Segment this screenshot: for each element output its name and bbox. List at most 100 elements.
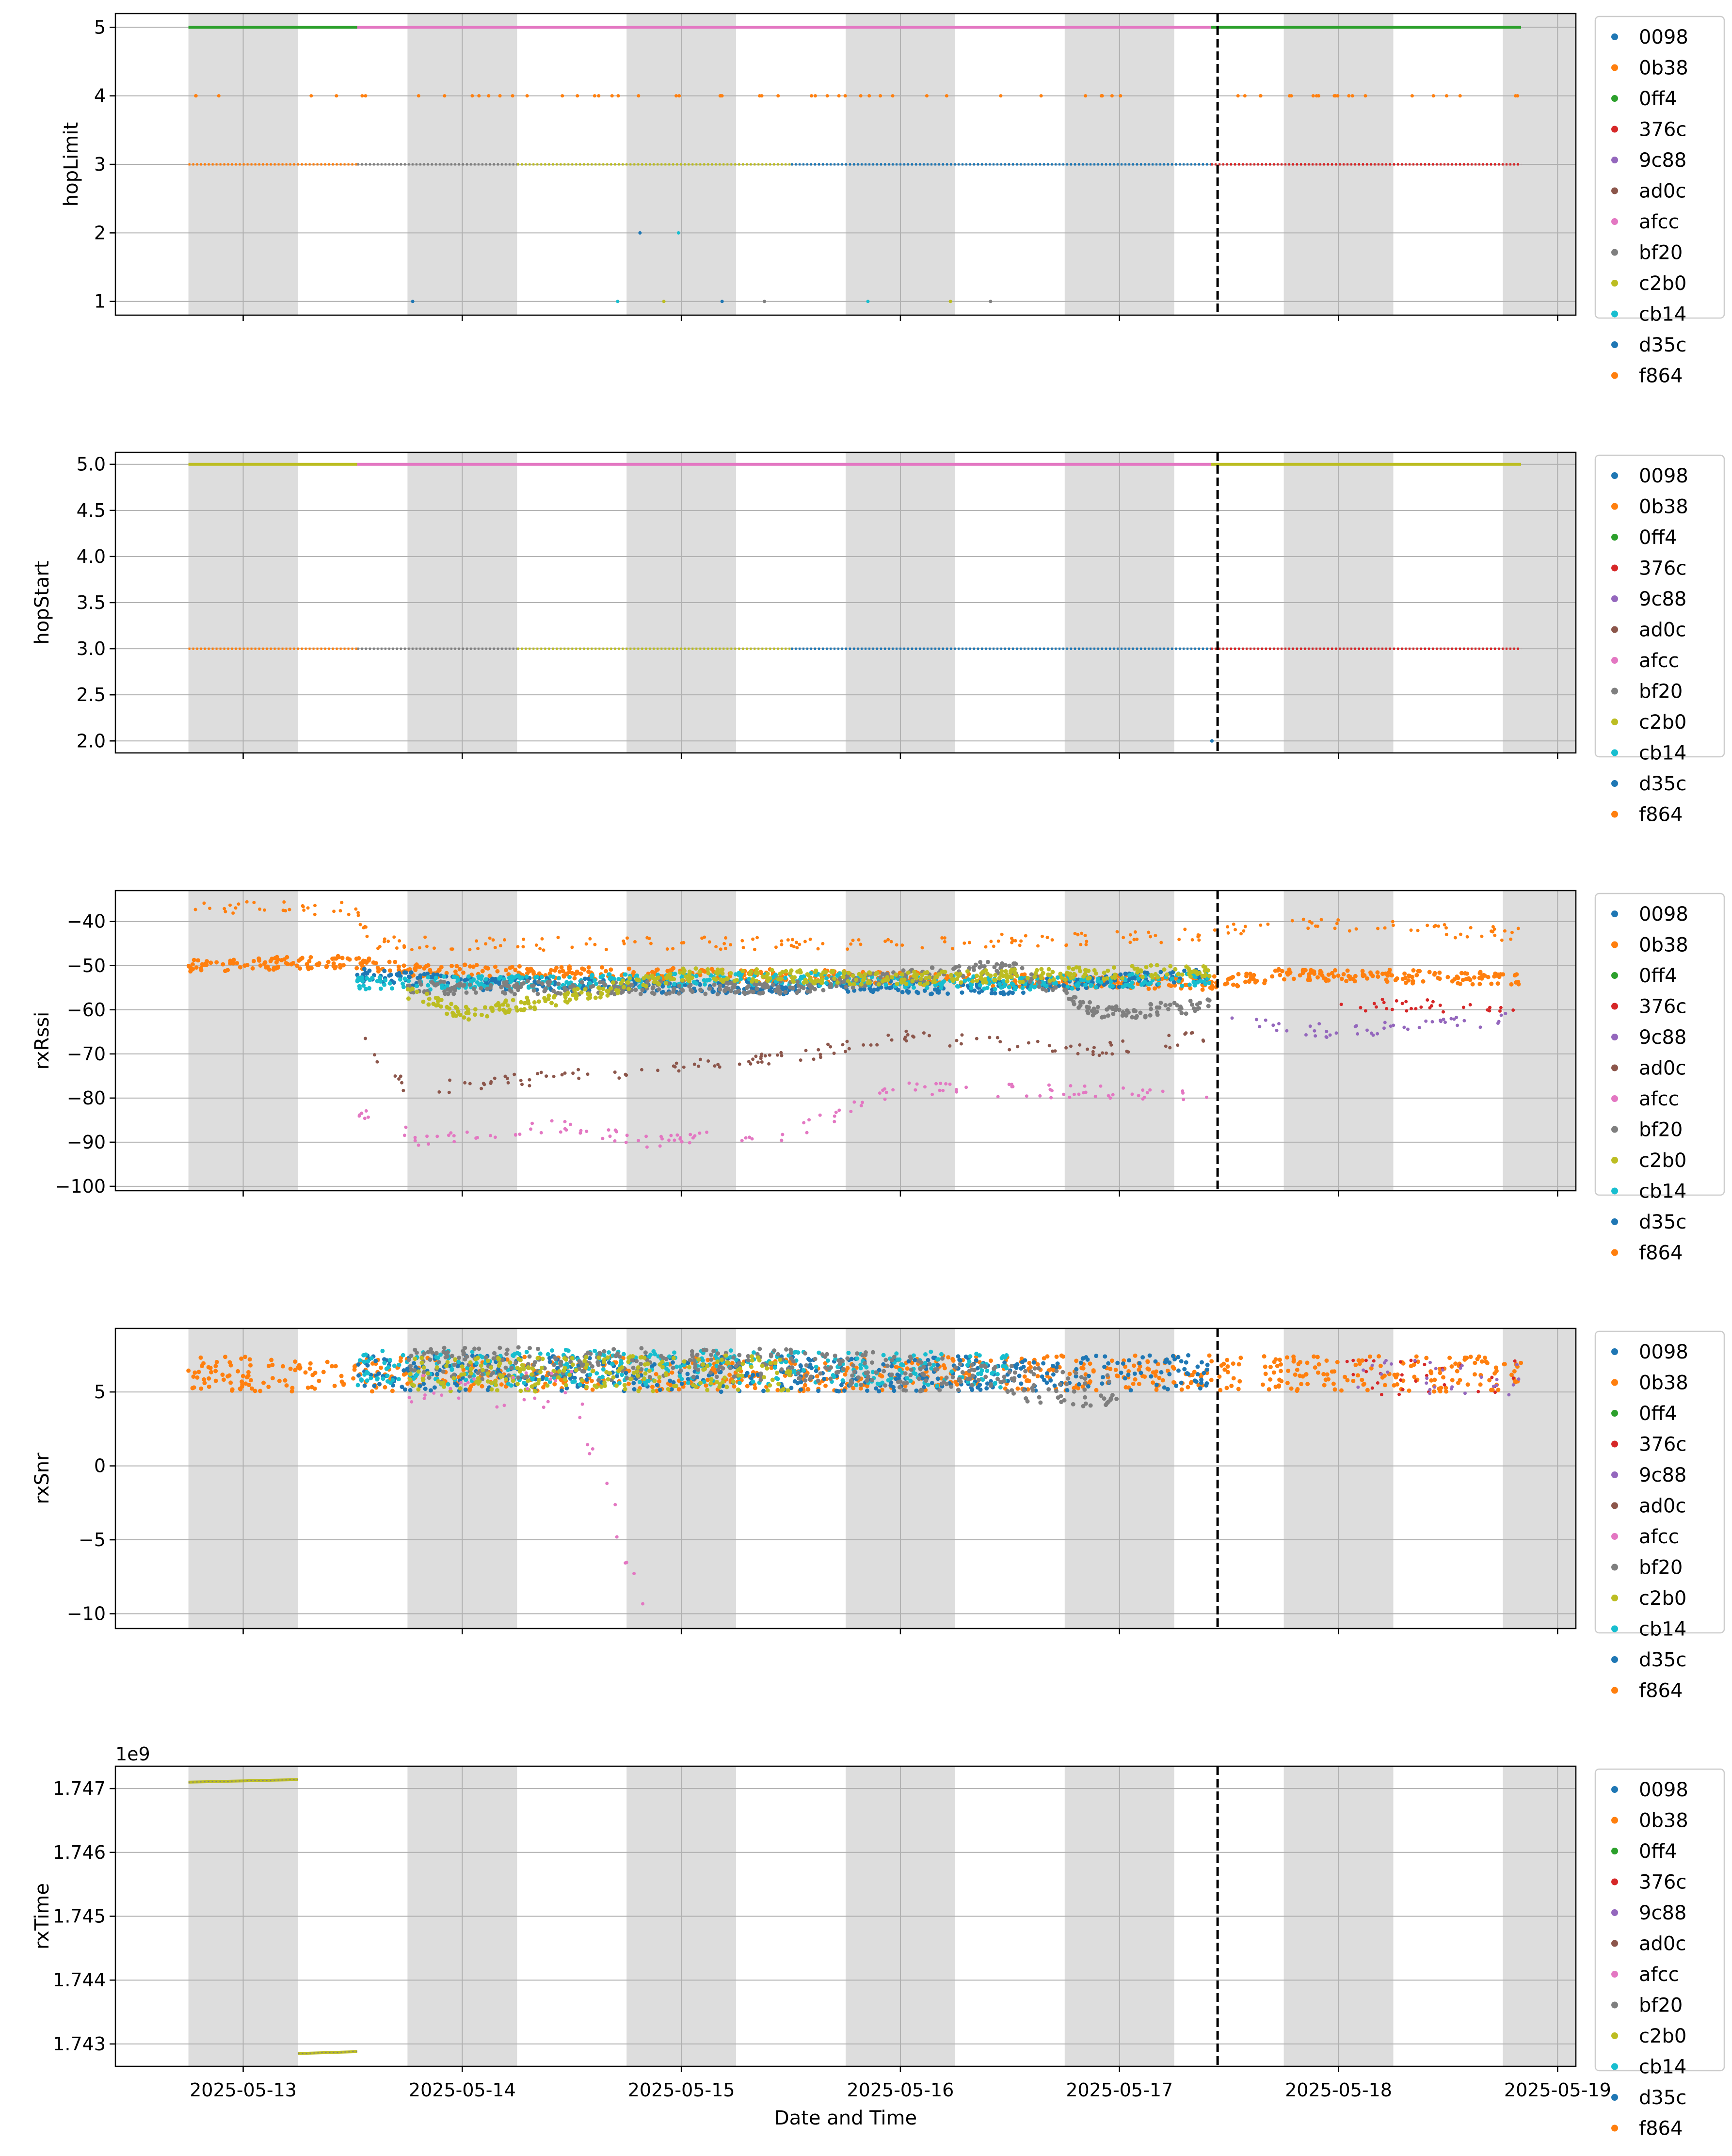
point-f864	[358, 961, 363, 966]
point-0098	[1164, 1357, 1169, 1362]
point-c2b0	[1013, 971, 1018, 975]
point-c2b0	[850, 973, 855, 978]
point-f864	[570, 971, 575, 975]
point-0098	[1176, 1355, 1181, 1359]
point-afcc	[1082, 1091, 1086, 1095]
point-cb14	[1075, 983, 1080, 988]
point-ad0c	[571, 1071, 575, 1075]
point-cb14	[442, 974, 447, 979]
point-f864	[213, 1378, 218, 1383]
point-c2b0	[482, 1005, 487, 1010]
point-c2b0	[1004, 972, 1009, 977]
point-0098	[1076, 1382, 1081, 1387]
point-bf20	[760, 990, 765, 995]
point-0b38	[1213, 928, 1217, 932]
point-cb14	[971, 974, 976, 979]
point-c2b0	[678, 970, 683, 975]
point-c2b0	[1149, 963, 1154, 968]
point-cb14	[1007, 985, 1011, 990]
point-f864	[1278, 1369, 1283, 1373]
point-c2b0	[650, 974, 655, 978]
point-f864	[1277, 1383, 1282, 1388]
point-afcc	[585, 1129, 589, 1133]
point-bf20	[1121, 1010, 1125, 1015]
point-f864	[1248, 972, 1252, 976]
point-0b38	[561, 94, 564, 98]
point-f864	[1416, 1359, 1421, 1364]
y-tick-label: 1	[94, 291, 106, 312]
point-0b38	[521, 945, 525, 949]
point-f864	[1493, 1365, 1498, 1370]
point-f864	[1200, 987, 1205, 992]
point-f864	[1326, 972, 1331, 977]
point-0b38	[851, 939, 855, 942]
point-bf20	[505, 984, 510, 989]
point-cb14	[375, 1376, 380, 1381]
point-cb14	[949, 1369, 954, 1374]
point-9c88	[1417, 1025, 1421, 1029]
point-f864	[241, 1373, 245, 1378]
point-f864	[1236, 972, 1241, 976]
point-9c88	[1314, 1034, 1317, 1038]
point-c2b0	[1135, 970, 1140, 975]
point-f864	[1377, 1354, 1381, 1359]
point-bf20	[712, 982, 717, 987]
point-0098	[356, 1362, 361, 1367]
point-bf20	[535, 991, 540, 996]
point-0b38	[1503, 929, 1507, 933]
point-0b38	[753, 947, 756, 951]
point-c2b0	[1173, 967, 1178, 972]
panel-hopStart: 2.02.53.03.54.04.55.0hopStart00980b380ff…	[31, 451, 1725, 826]
point-c2b0	[806, 973, 811, 977]
point-ad0c	[906, 1033, 910, 1037]
point-ad0c	[998, 1040, 1002, 1044]
point-0b38	[1084, 94, 1088, 98]
point-bf20	[1155, 1012, 1160, 1017]
point-0b38	[202, 901, 206, 905]
point-0b38	[1190, 938, 1194, 942]
point-cb14	[593, 1348, 597, 1353]
point-cb14	[824, 981, 829, 986]
point-bf20	[448, 987, 453, 991]
legend-label-cb14: cb14	[1639, 742, 1686, 765]
point-f864	[706, 1357, 710, 1362]
point-f864	[251, 958, 256, 963]
legend-label-376c: 376c	[1639, 558, 1686, 580]
point-c2b0	[610, 980, 615, 985]
point-f864	[1417, 969, 1422, 974]
point-0b38	[476, 947, 480, 951]
point-ad0c	[767, 1062, 771, 1066]
point-f864	[1123, 1364, 1128, 1369]
point-c2b0	[1162, 967, 1167, 972]
y-tick-label: 3	[94, 154, 106, 175]
point-0098	[988, 1379, 993, 1384]
point-afcc	[807, 1118, 811, 1122]
point-f864	[1316, 1362, 1321, 1367]
point-c2b0	[501, 1002, 506, 1007]
point-0b38	[1509, 937, 1513, 941]
legend-marker-c2b0	[1611, 1157, 1618, 1164]
point-afcc	[693, 1134, 697, 1138]
point-f864	[288, 1366, 293, 1371]
point-f864	[1072, 1386, 1076, 1390]
point-9c88	[1392, 1023, 1395, 1027]
point-f864	[1171, 1365, 1175, 1370]
point-bf20	[718, 987, 722, 992]
point-f864	[1477, 982, 1482, 987]
legend-marker-cb14	[1611, 310, 1618, 318]
point-bf20	[821, 988, 826, 992]
point-cb14	[1207, 980, 1212, 985]
point-bf20	[1157, 1005, 1162, 1010]
point-0b38	[950, 947, 954, 951]
point-0098	[679, 1381, 684, 1386]
point-afcc	[688, 1141, 691, 1145]
legend-label-d35c: d35c	[1639, 1211, 1686, 1233]
point-ad0c	[1091, 1053, 1095, 1056]
point-bf20	[442, 979, 447, 984]
point-c2b0	[979, 971, 984, 976]
point-c2b0	[1051, 977, 1056, 982]
point-ad0c	[1092, 1046, 1096, 1050]
point-0098	[1167, 1372, 1172, 1376]
point-f864	[1289, 1386, 1294, 1391]
point-0098	[1065, 1388, 1070, 1392]
